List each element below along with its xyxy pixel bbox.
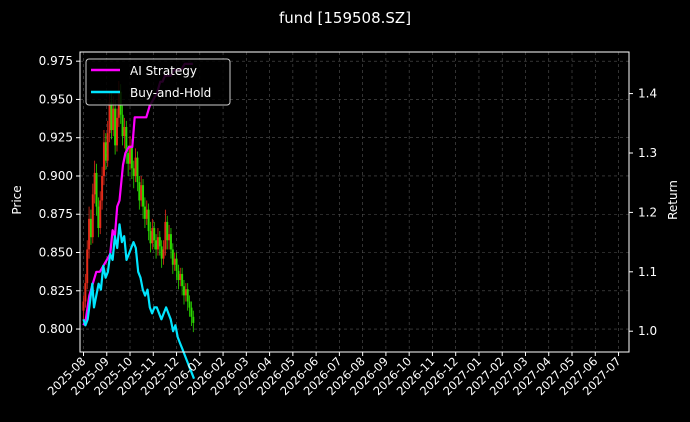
candle-body: [88, 218, 91, 250]
candle-body: [160, 246, 163, 259]
legend: AI Strategy Buy-and-Hold: [85, 58, 231, 106]
candle-body: [158, 237, 161, 247]
candle-body: [177, 270, 180, 281]
y-tick-label-right: 1.3: [638, 146, 657, 160]
candle-body: [166, 221, 169, 241]
candle-body: [151, 228, 154, 244]
y-axis-label-right: Return: [666, 180, 680, 220]
candle-body: [115, 117, 118, 146]
candle-body: [132, 168, 135, 176]
candle-body: [125, 127, 128, 154]
candle-body: [143, 206, 146, 219]
candle-body: [140, 185, 143, 201]
candle-body: [84, 283, 87, 302]
legend-label-ai: AI Strategy: [130, 64, 197, 78]
candle-body: [168, 234, 171, 241]
candle-body: [179, 273, 182, 281]
y-tick-label-left: 0.825: [39, 284, 73, 298]
candle-body: [153, 228, 156, 241]
legend-box: [85, 58, 231, 106]
candle-body: [121, 114, 124, 137]
candles: [82, 81, 195, 333]
chart-title: fund [159508.SZ]: [279, 9, 411, 27]
candle-body: [110, 102, 113, 131]
series-line-buy-and-hold: [82, 223, 196, 380]
candle-body: [147, 209, 150, 232]
candle-body: [169, 234, 172, 250]
candle-body: [164, 221, 167, 250]
candle-body: [89, 218, 92, 238]
y-tick-label-right: 1.1: [638, 265, 657, 279]
plot-frame: [79, 51, 630, 353]
candle-body: [171, 249, 174, 265]
candle-body: [188, 301, 191, 308]
candle-body: [130, 145, 133, 169]
candle-body: [99, 200, 102, 229]
candle-body: [97, 206, 100, 229]
candle-body: [155, 240, 158, 250]
candle-body: [123, 127, 126, 137]
candle-body: [186, 289, 189, 302]
candle-body: [82, 301, 85, 311]
candle-body: [106, 133, 109, 161]
legend-label-bh: Buy-and-Hold: [130, 86, 211, 100]
candle-body: [95, 172, 98, 207]
candle-body: [156, 237, 159, 250]
y-tick-label-left: 0.925: [39, 131, 73, 145]
y-tick-label-left: 0.850: [39, 246, 73, 260]
candle-body: [101, 175, 104, 201]
y-tick-label-left: 0.800: [39, 322, 73, 336]
candle-body: [134, 157, 137, 176]
candle-body: [138, 182, 141, 201]
candle-body: [184, 289, 187, 296]
candle-body: [91, 194, 94, 238]
y-tick-label-left: 0.900: [39, 169, 73, 183]
candle-body: [192, 316, 195, 323]
y-tick-label-right: 1.4: [638, 87, 657, 101]
candle-body: [142, 185, 145, 207]
candle-body: [129, 145, 132, 164]
candle-body: [181, 273, 184, 287]
candle-body: [112, 108, 115, 131]
y-tick-label-left: 0.975: [39, 54, 73, 68]
candle-body: [162, 249, 165, 259]
candle-body: [173, 258, 176, 265]
candle-body: [136, 157, 139, 183]
candle-body: [102, 142, 105, 176]
candle-body: [190, 307, 193, 317]
y-axis-label-left: Price: [10, 185, 24, 214]
candle-body: [114, 108, 117, 146]
candle-body: [182, 286, 185, 296]
candle-body: [145, 209, 148, 219]
y-tick-label-left: 0.950: [39, 92, 73, 106]
grid: [80, 52, 629, 352]
candle-body: [93, 172, 96, 195]
candle-body: [175, 258, 178, 271]
candle-body: [108, 102, 111, 134]
candle-body: [149, 231, 152, 244]
candle-body: [86, 249, 89, 284]
y-tick-label-right: 1.0: [638, 324, 657, 338]
candle-body: [104, 142, 107, 161]
y-tick-label-left: 0.875: [39, 207, 73, 221]
candle-body: [127, 153, 130, 164]
y-tick-label-right: 1.2: [638, 205, 657, 219]
